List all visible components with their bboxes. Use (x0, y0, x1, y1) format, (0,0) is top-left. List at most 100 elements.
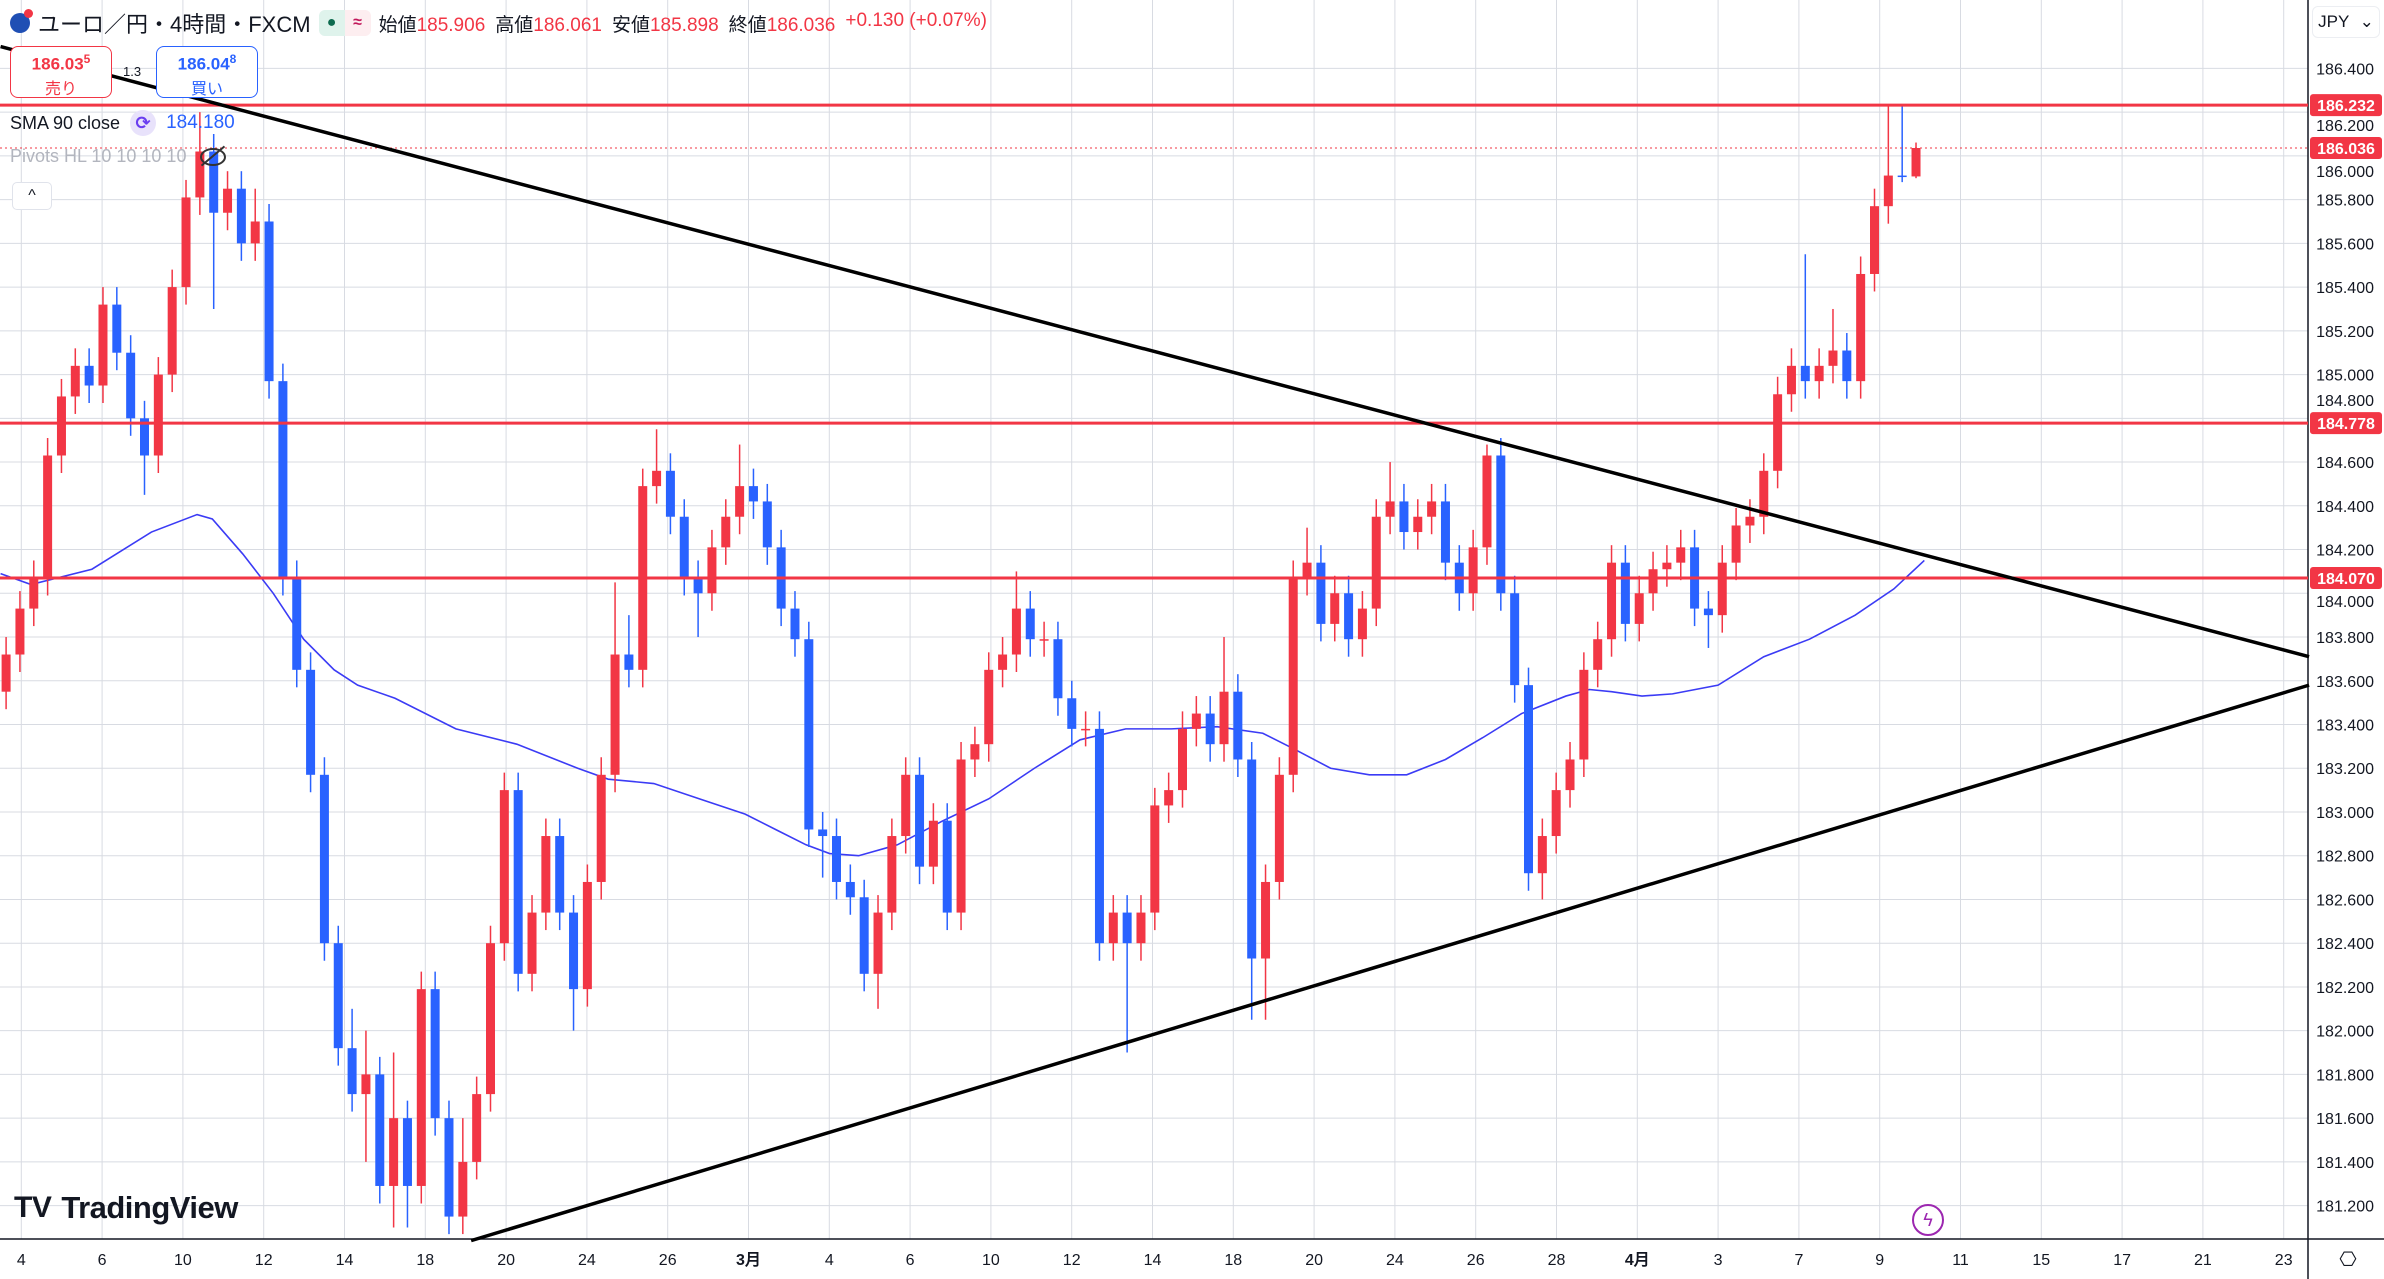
ohlc-values: 始値185.906 高値186.061 安値185.898 終値186.036 … (379, 10, 987, 37)
price-tick-label: 181.200 (2316, 1199, 2374, 1216)
candle-up (98, 304, 108, 386)
sell-button[interactable]: 186.035 売り (10, 46, 112, 98)
price-tag-label: 184.070 (2317, 571, 2375, 588)
candle-up (389, 1118, 399, 1186)
candle-down (832, 836, 841, 882)
green-dot-icon[interactable]: ● (318, 10, 345, 36)
candle-down (375, 1074, 385, 1186)
price-tick-label: 185.600 (2316, 236, 2374, 253)
candle-up (707, 547, 717, 594)
approx-icon[interactable]: ≈ (344, 10, 371, 36)
time-tick-label: 6 (98, 1252, 107, 1269)
time-tick-label: 18 (416, 1252, 434, 1269)
time-tick-label: 9 (1875, 1252, 1884, 1269)
candle-up (970, 744, 980, 760)
close-label: 終値 (728, 14, 767, 36)
candle-up (541, 836, 551, 913)
buy-button[interactable]: 186.048 買い (156, 46, 258, 98)
candle-up (1385, 501, 1395, 517)
price-tick-label: 185.800 (2316, 193, 2374, 210)
currency-dropdown[interactable]: JPY ⌄ (2312, 6, 2380, 38)
pivots-legend[interactable]: Pivots HL 10 10 10 10 (10, 146, 227, 167)
price-tag (2310, 137, 2382, 160)
status-badges: ● ≈ (318, 10, 371, 36)
candle-up (1551, 790, 1561, 837)
sma-label: SMA 90 close (10, 112, 121, 133)
time-tick-label: 26 (659, 1252, 677, 1269)
candle-down (319, 774, 329, 944)
candle-up (527, 912, 537, 974)
candle-down (1316, 562, 1326, 624)
time-tick-label: 6 (906, 1252, 915, 1269)
pivots-label: Pivots HL 10 10 10 10 (10, 146, 187, 166)
currency-label: JPY (2318, 12, 2350, 31)
loading-icon: ⟳ (130, 110, 157, 136)
candle-down (818, 829, 828, 837)
candle-down (264, 221, 274, 382)
candle-down (140, 418, 149, 456)
candle-down (402, 1118, 412, 1186)
collapse-legend-button[interactable]: ^ (12, 182, 52, 210)
sma-line (0, 513, 1925, 857)
candle-up (250, 221, 260, 244)
candle-down (1247, 759, 1257, 959)
symbol-title[interactable]: ユーロ／円・4時間・FXCM (38, 12, 311, 37)
settings-icon[interactable]: ⎔ (2339, 1248, 2357, 1271)
candle-up (887, 836, 897, 913)
time-tick-label: 11 (1952, 1252, 1969, 1269)
candle-up (1759, 470, 1769, 517)
candle-up (416, 989, 426, 1186)
sma-legend[interactable]: SMA 90 close ⟳ 184.180 (10, 110, 235, 136)
lightning-icon[interactable]: ϟ (1912, 1204, 1944, 1236)
candle-up (998, 654, 1008, 670)
candle-down (748, 486, 758, 502)
eye-hidden-icon[interactable] (200, 147, 227, 166)
time-tick-label: 20 (1305, 1252, 1323, 1269)
candle-up (167, 287, 177, 375)
candle-up (1911, 148, 1921, 177)
candle-down (915, 774, 925, 867)
candle-up (610, 654, 620, 775)
candle-up (1136, 912, 1146, 944)
candle-down (790, 608, 800, 640)
candle-up (43, 455, 53, 578)
candle-down (126, 352, 136, 419)
time-tick-label: 21 (2194, 1252, 2212, 1269)
candle-up (1676, 547, 1686, 563)
candle-up (1039, 639, 1049, 641)
price-tick-label: 184.000 (2316, 594, 2374, 611)
candle-up (1593, 639, 1603, 670)
candle-up (1191, 713, 1201, 729)
tradingview-logo[interactable]: TV TradingView (14, 1190, 238, 1226)
candle-up (1745, 516, 1755, 526)
candle-up (1468, 547, 1478, 594)
price-tag-label: 186.036 (2317, 141, 2375, 158)
candle-down (1842, 350, 1852, 382)
candle-up (486, 943, 495, 1095)
candle-down (292, 577, 302, 670)
candle-up (499, 790, 509, 944)
candle-down (624, 654, 634, 670)
trendline (0, 44, 2310, 659)
price-tick-label: 182.200 (2316, 980, 2374, 997)
candle-down (1510, 593, 1520, 686)
candle-up (195, 151, 205, 198)
candle-up (1482, 455, 1492, 548)
candle-up (1717, 562, 1727, 616)
tradingview-mark-icon: TV (14, 1191, 52, 1224)
price-tick-label: 186.400 (2316, 61, 2374, 78)
time-tick-label: 4 (17, 1252, 26, 1269)
price-tag-label: 186.232 (2317, 98, 2375, 115)
eur-jpy-flag-icon (10, 9, 33, 33)
price-tick-label: 184.200 (2316, 543, 2374, 560)
time-tick-label: 12 (255, 1252, 273, 1269)
candle-up (956, 759, 966, 913)
candle-down (306, 669, 316, 775)
candle-up (1413, 516, 1423, 533)
candle-up (1648, 569, 1658, 594)
high-number: 186.061 (533, 14, 602, 36)
price-tag (2310, 566, 2382, 589)
time-tick-label: 4 (825, 1252, 834, 1269)
candle-down (1524, 685, 1533, 874)
